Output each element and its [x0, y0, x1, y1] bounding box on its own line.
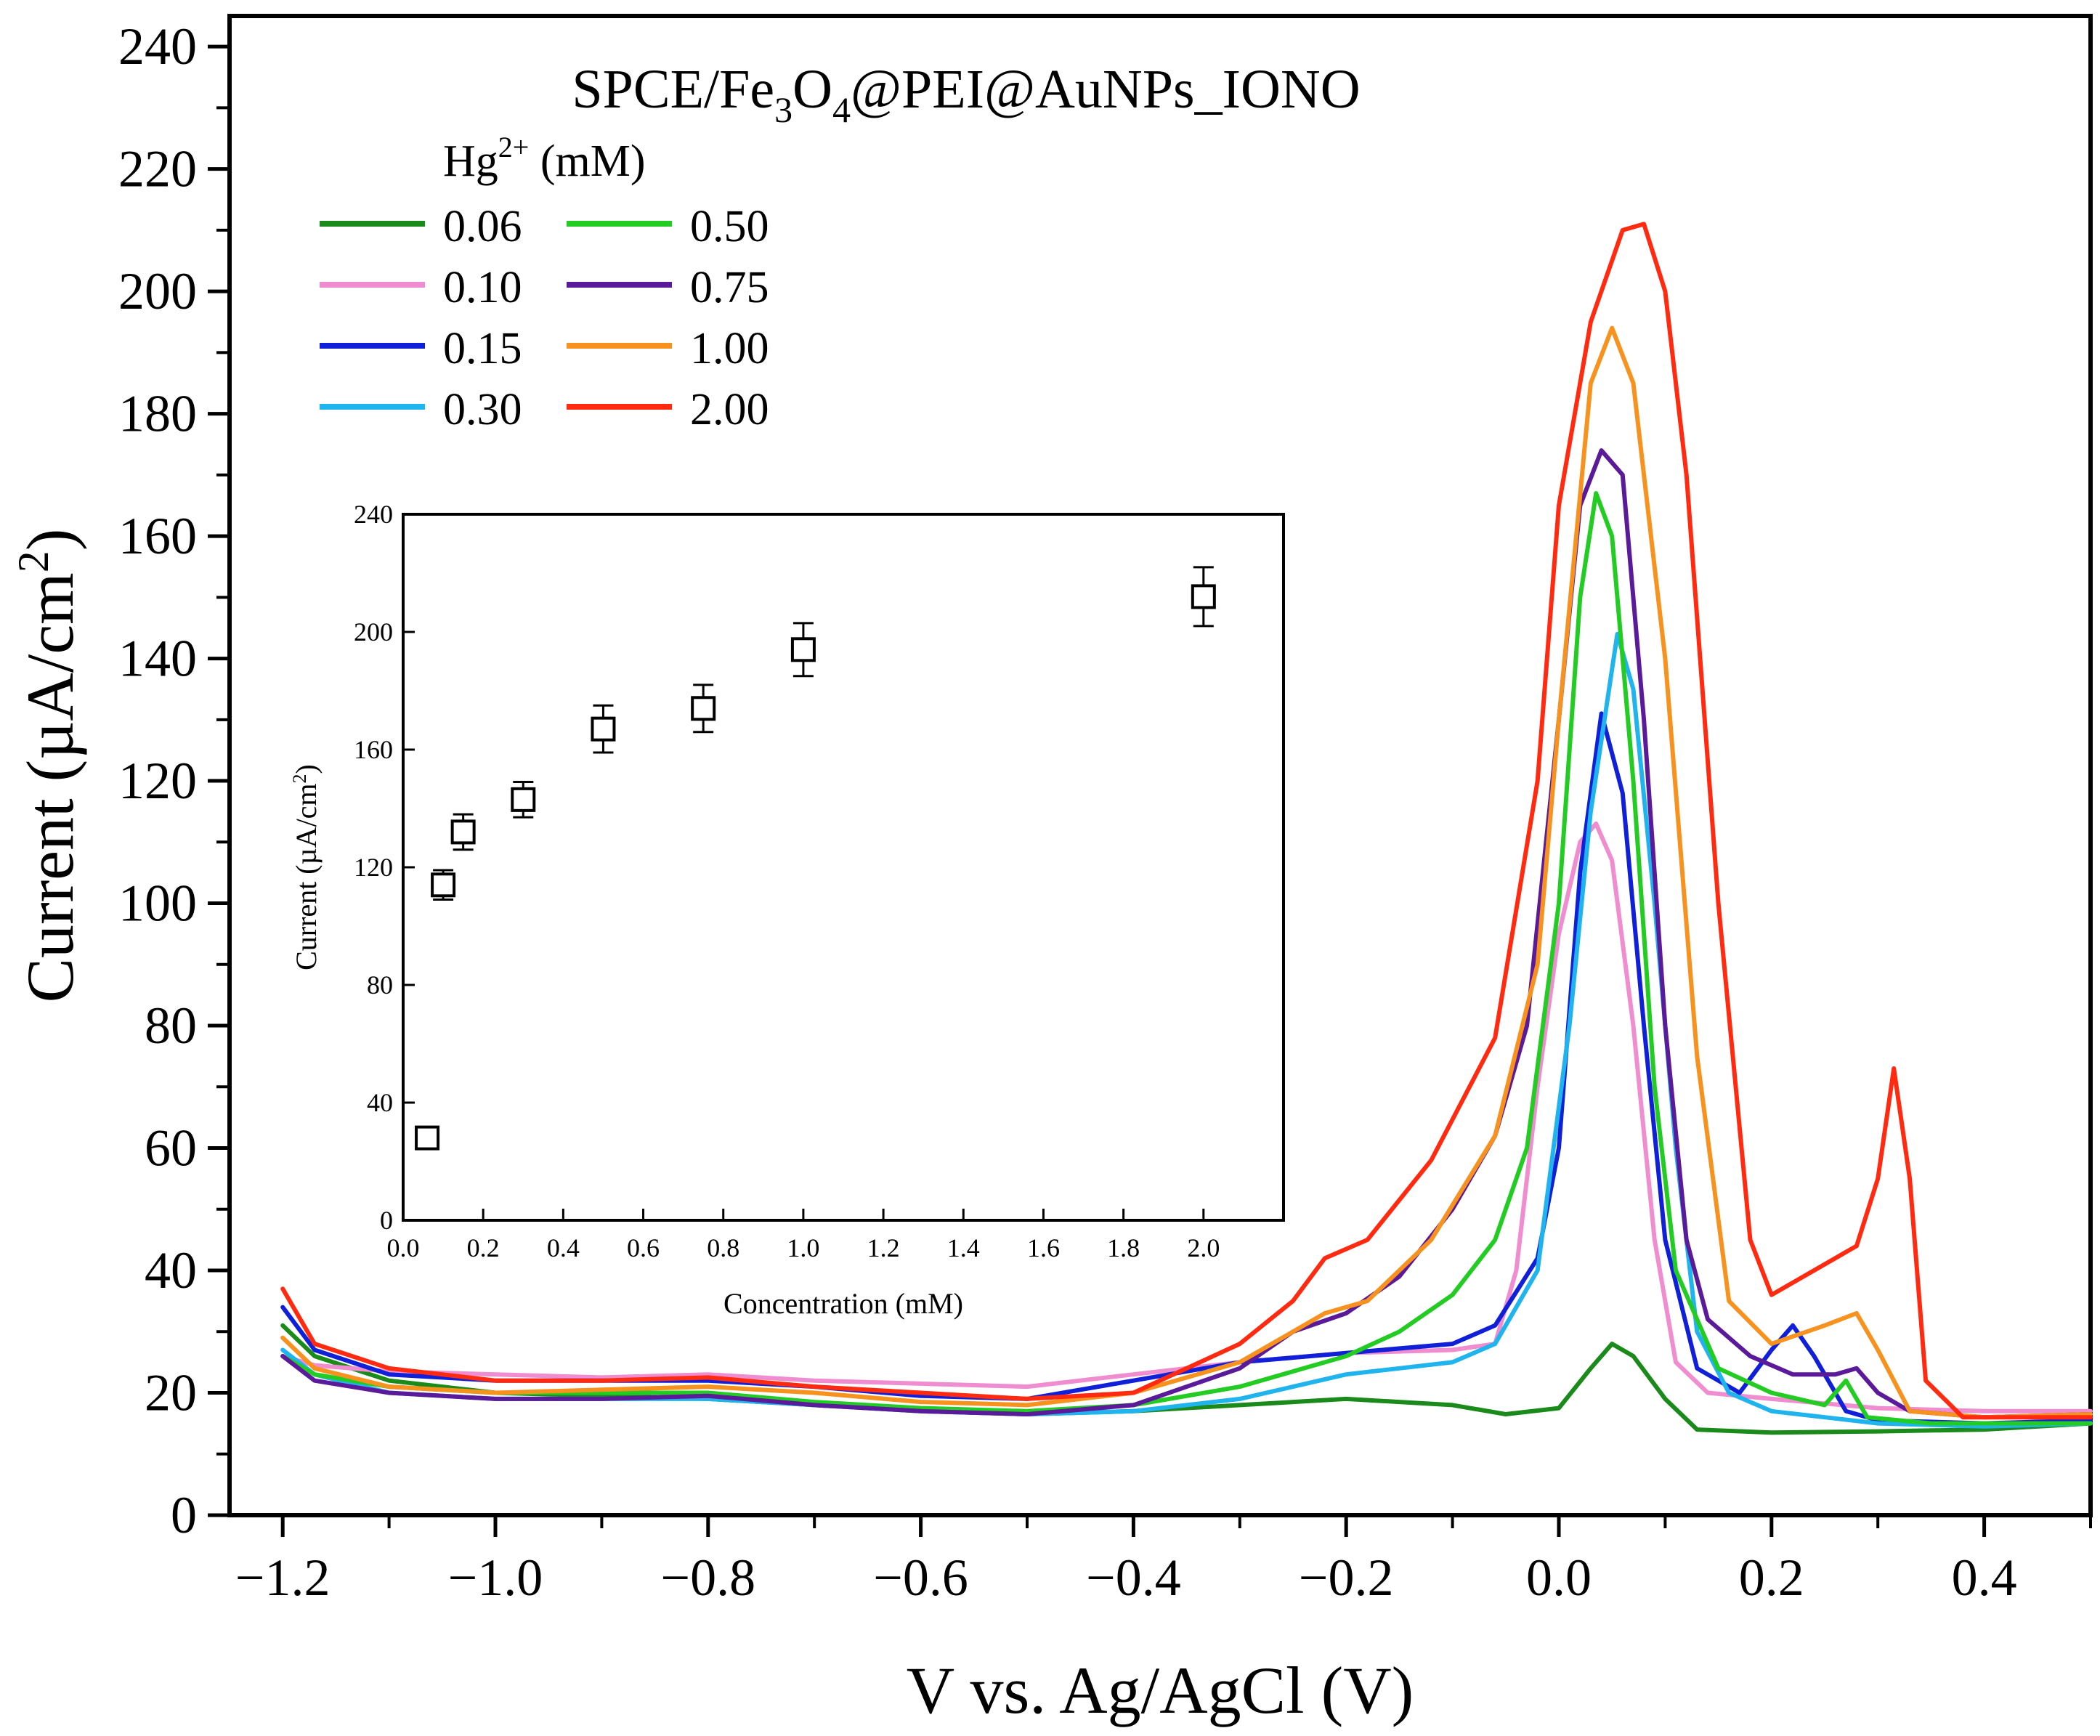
x-tick-label: 0.4 [1952, 1549, 2017, 1607]
y-tick-label: 180 [118, 385, 197, 443]
inset-tick-labels: 0.0 0.2 0.4 0.6 0.8 1.0 1.2 1.4 1.6 1.8 2.0 0 40 80 12… [354, 500, 1220, 1262]
inset-x-tick-label: 1.6 [1027, 1233, 1060, 1262]
series-line-0.50 [280, 491, 2093, 1426]
inset-y-tick-label: 40 [367, 1088, 393, 1117]
inset-y-tick-label: 0 [380, 1206, 393, 1235]
inset-plot-frame [402, 513, 1285, 1222]
legend-label-0.06: 0.06 [443, 202, 522, 251]
main-plot-frame [227, 14, 2093, 1517]
x-tick-label: 0.0 [1526, 1549, 1592, 1607]
y-tick-label: 100 [118, 875, 197, 933]
inset-y-tick-label: 160 [354, 735, 393, 764]
inset-x-tick-label: 1.8 [1107, 1233, 1140, 1262]
chart-title: SPCE/Fe3O4@PEI@AuNPs_IONO [572, 59, 1360, 130]
y-tick-label: 0 [171, 1486, 197, 1544]
x-tick-label: −0.8 [660, 1549, 755, 1607]
inset-x-tick-label: 0.8 [707, 1233, 739, 1262]
y-tick-label: 120 [118, 752, 197, 810]
y-axis-label: Current (µA/cm2) [9, 529, 87, 1003]
inset-x-tick-label: 1.0 [787, 1233, 819, 1262]
inset-x-tick-label: 0.0 [387, 1233, 420, 1262]
y-tick-label: 80 [145, 997, 197, 1055]
x-tick-label: 0.2 [1739, 1549, 1804, 1607]
inset-y-axis-label: Current (µA/cm2) [289, 764, 323, 970]
main-tick-labels: −1.2 −1.0 −0.8 −0.6 −0.4 −0.2 0.0 0.2 0.4 0 20 40 60… [118, 17, 2017, 1607]
legend-label-0.15: 0.15 [443, 324, 522, 373]
inset-data-point [591, 716, 616, 742]
inset-y-tick-label: 240 [354, 500, 393, 529]
y-tick-label: 140 [118, 630, 197, 688]
inset-y-tick-label: 200 [354, 617, 393, 646]
series-line-2.00 [280, 222, 2093, 1420]
y-tick-label: 60 [145, 1119, 197, 1177]
legend-label-0.10: 0.10 [443, 263, 522, 312]
y-tick-label: 40 [145, 1241, 197, 1299]
inset-data-point [511, 787, 536, 812]
legend-label-1.00: 1.00 [690, 324, 769, 373]
inset-data-point [415, 1125, 440, 1151]
y-tick-label: 220 [118, 140, 197, 198]
x-tick-label: −0.6 [873, 1549, 968, 1607]
inset-x-tick-label: 0.6 [627, 1233, 660, 1262]
legend-label-0.30: 0.30 [443, 385, 522, 434]
inset-data-point [450, 819, 476, 845]
inset-data-point [431, 872, 456, 898]
x-tick-label: −1.2 [235, 1549, 331, 1607]
inset-data-points [415, 566, 1216, 1151]
legend-title: Hg2+ (mM) [443, 131, 646, 186]
inset-y-tick-label: 80 [367, 970, 393, 999]
y-tick-label: 200 [118, 262, 197, 320]
x-axis-label: V vs. Ag/AgCl (V) [907, 1653, 1414, 1727]
y-tick-label: 160 [118, 507, 197, 565]
series-line-0.06 [280, 1323, 2093, 1435]
x-tick-label: −0.2 [1299, 1549, 1394, 1607]
main-axis-ticks [208, 44, 2092, 1537]
legend-label-2.00: 2.00 [690, 385, 769, 434]
inset-x-tick-label: 0.4 [547, 1233, 580, 1262]
inset-x-tick-label: 0.2 [467, 1233, 500, 1262]
legend-label-0.50: 0.50 [690, 202, 769, 251]
inset-data-point [1191, 584, 1216, 609]
inset-data-point [790, 637, 816, 662]
inset-x-tick-label: 2.0 [1187, 1233, 1220, 1262]
legend-label-0.75: 0.75 [690, 263, 769, 312]
y-tick-label: 20 [145, 1364, 197, 1422]
legend: Hg2+ (mM) 0.06 0.10 0.15 0.30 0.50 0.75 1.00 2.… [320, 131, 769, 434]
inset-axis-ticks [402, 513, 1205, 1222]
inset-y-tick-label: 120 [354, 853, 393, 882]
inset-x-axis-label: Concentration (mM) [723, 1287, 963, 1320]
y-tick-label: 240 [118, 17, 197, 76]
x-tick-label: −1.0 [448, 1549, 543, 1607]
x-tick-label: −0.4 [1086, 1549, 1181, 1607]
inset-x-tick-label: 1.2 [867, 1233, 900, 1262]
inset-x-tick-label: 1.4 [947, 1233, 980, 1262]
series-line-0.75 [280, 448, 2093, 1420]
main-series-lines [280, 222, 2093, 1435]
inset-data-point [691, 696, 716, 721]
series-line-1.00 [280, 325, 2093, 1420]
